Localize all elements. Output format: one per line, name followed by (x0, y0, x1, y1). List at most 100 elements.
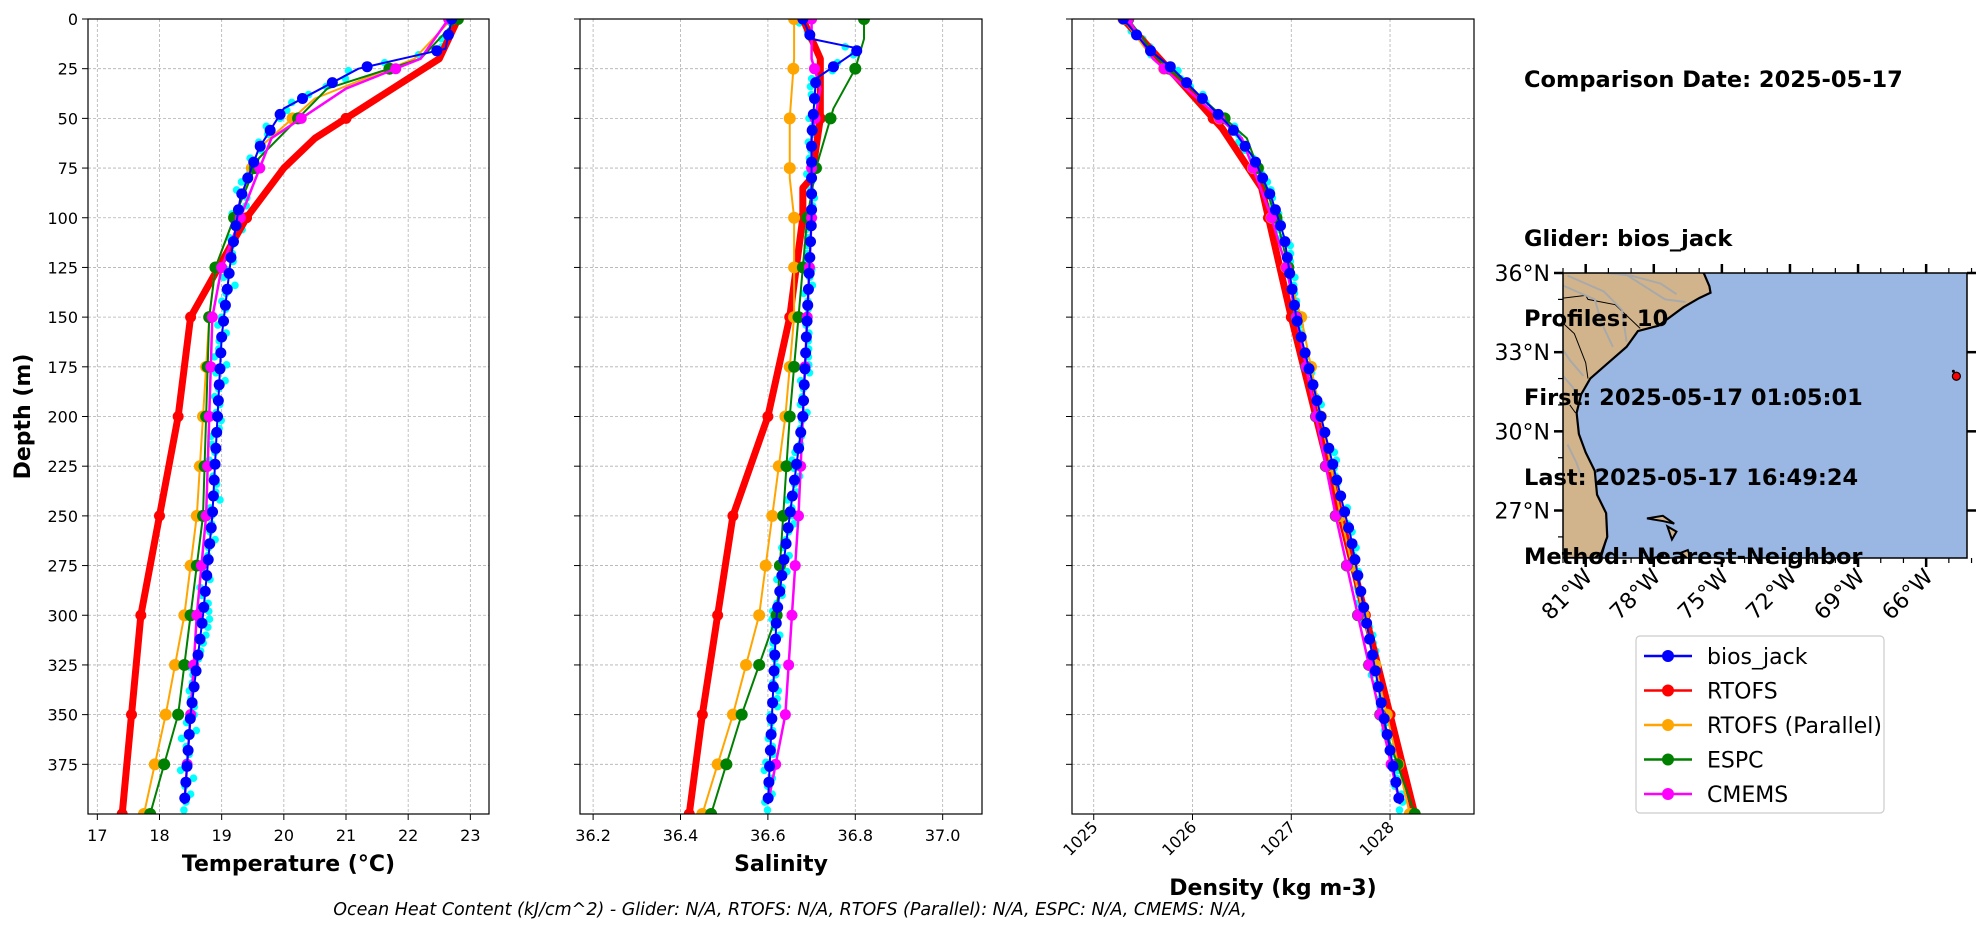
data-point (180, 776, 192, 788)
data-point (442, 29, 454, 41)
data-point (753, 609, 766, 622)
lat-label: 36°N (1495, 262, 1550, 287)
data-point (1366, 649, 1378, 661)
data-point (696, 709, 708, 721)
data-point (806, 156, 818, 168)
last-time: Last: 2025-05-17 16:49:24 (1524, 464, 1859, 491)
data-point (1319, 426, 1331, 438)
data-point (779, 709, 791, 721)
data-point (762, 792, 774, 804)
data-point (202, 554, 214, 566)
lat-label: 27°N (1495, 500, 1550, 525)
data-point (196, 617, 208, 629)
data-point (795, 426, 807, 438)
data-point (446, 19, 458, 25)
data-point (1390, 776, 1402, 788)
data-point (201, 570, 213, 581)
data-point (806, 188, 818, 200)
data-point (788, 19, 801, 25)
first-time: First: 2025-05-17 01:05:01 (1524, 385, 1863, 411)
data-point (431, 45, 443, 57)
data-point (159, 708, 172, 721)
data-point (783, 162, 796, 175)
river (1563, 374, 1580, 398)
data-point (182, 744, 194, 756)
data-point (215, 347, 227, 359)
data-point (1117, 19, 1129, 25)
data-point (1264, 188, 1276, 200)
data-point (153, 510, 165, 522)
data-point (1393, 792, 1405, 804)
data-point (764, 760, 776, 772)
river (1621, 273, 1686, 304)
y-tick-label: 125 (47, 258, 78, 277)
series-line (1127, 19, 1416, 814)
data-point (797, 411, 809, 422)
data-point (800, 347, 812, 359)
data-point (772, 601, 784, 613)
data-point (809, 63, 820, 75)
data-point (787, 62, 800, 75)
data-point (216, 261, 228, 273)
y-tick-label: 175 (47, 358, 78, 377)
data-point (1275, 220, 1287, 232)
y-tick-label: 150 (47, 308, 78, 327)
river (1567, 274, 1628, 342)
data-point (786, 609, 798, 621)
data-point (806, 204, 818, 216)
legend: bios_jack RTOFS RTOFS (Parallel) ESPC CMEMS (1635, 635, 1885, 814)
data-point (274, 108, 286, 120)
data-point (1239, 140, 1251, 152)
y-tick-label: 50 (58, 109, 78, 128)
panel-0: 17 18 19 20 21 22 23 0 25 50 75 100 125 150 175 200 225 2… (11, 10, 490, 877)
data-point (1279, 236, 1291, 248)
data-point (802, 283, 814, 295)
data-point (788, 360, 801, 373)
data-point (116, 808, 128, 814)
data-point (769, 649, 781, 661)
info-block: Comparison Date: 2025-05-17 Glider: bios… (1524, 14, 1903, 597)
panel-2: 1025 1026 1027 1028 Density (kg m-3) (1059, 18, 1475, 901)
data-point (361, 61, 373, 73)
glider-raw-point (763, 806, 772, 814)
data-point (1361, 617, 1373, 629)
data-point (784, 506, 796, 518)
data-point (780, 538, 792, 550)
data-point (1384, 744, 1396, 756)
data-point (221, 283, 233, 295)
data-point (792, 510, 804, 522)
data-point (1369, 665, 1381, 677)
data-point (1358, 601, 1370, 613)
data-point (1330, 510, 1342, 522)
series-bios-jack (179, 19, 458, 805)
legend-box (1635, 635, 1885, 814)
data-point (803, 267, 815, 279)
data-point (810, 77, 822, 89)
legend-label: RTOFS (Parallel) (1707, 714, 1882, 739)
data-point (1387, 760, 1399, 772)
x-tick-label: 19 (211, 826, 231, 845)
data-point (766, 509, 779, 522)
x-tick-label: 23 (460, 826, 480, 845)
data-point (1352, 570, 1364, 581)
data-point (789, 560, 801, 572)
data-point (683, 808, 695, 814)
data-point (207, 506, 219, 518)
x-tick-label: 1026 (1158, 817, 1200, 859)
data-point (207, 490, 219, 502)
data-point (1286, 283, 1298, 295)
map-frame (1562, 272, 1968, 559)
x-tick-label: 22 (398, 826, 418, 845)
data-point (770, 633, 782, 645)
data-point (783, 112, 796, 125)
panel-1: 36.2 36.4 36.6 36.8 37.0 Salinity (574, 18, 983, 877)
data-point (827, 61, 839, 73)
legend-item: ESPC (1644, 749, 1764, 774)
legend-marker (1662, 684, 1674, 697)
data-point (1291, 315, 1303, 327)
data-point (216, 331, 228, 343)
data-point (804, 29, 816, 41)
data-point (1145, 45, 1157, 57)
data-point (178, 658, 191, 671)
data-point (1131, 29, 1143, 41)
